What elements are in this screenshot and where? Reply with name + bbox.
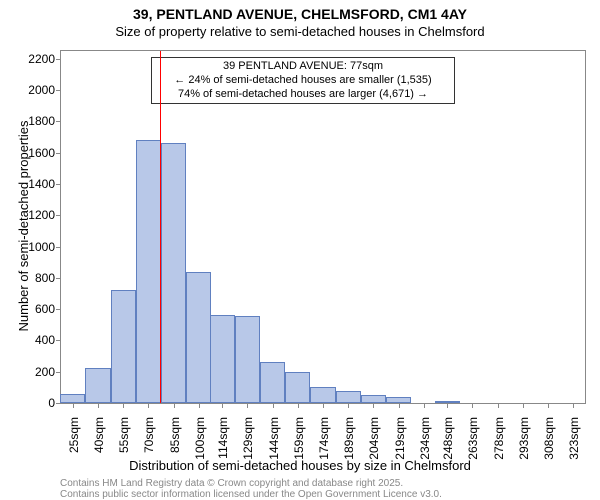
y-tick-label: 2200 <box>28 52 61 66</box>
x-tick-mark <box>523 403 524 408</box>
histogram-bar <box>210 315 235 403</box>
x-tick-label: 70sqm <box>140 417 156 453</box>
x-tick-mark <box>348 403 349 408</box>
x-tick-label: 85sqm <box>166 417 182 453</box>
annotation-line-1: 39 PENTLAND AVENUE: 77sqm <box>156 60 450 74</box>
x-tick-label: 189sqm <box>340 417 356 460</box>
histogram-bar <box>386 397 411 403</box>
histogram-bar <box>136 140 161 403</box>
x-tick-mark <box>199 403 200 408</box>
y-tick-label: 800 <box>35 271 61 285</box>
x-tick-label: 293sqm <box>515 417 531 460</box>
x-tick-mark <box>298 403 299 408</box>
y-tick-label: 1600 <box>28 146 61 160</box>
y-tick-label: 200 <box>35 365 61 379</box>
histogram-bar <box>85 368 110 403</box>
y-tick-label: 600 <box>35 302 61 316</box>
x-tick-label: 323sqm <box>565 417 581 460</box>
x-tick-mark <box>447 403 448 408</box>
y-tick-label: 1800 <box>28 114 61 128</box>
footer-line-1: Contains HM Land Registry data © Crown c… <box>60 478 442 489</box>
annotation-line-3: 74% of semi-detached houses are larger (… <box>156 88 450 102</box>
property-marker-line <box>160 51 161 403</box>
x-tick-label: 114sqm <box>214 417 230 459</box>
x-tick-mark <box>573 403 574 408</box>
x-tick-label: 263sqm <box>464 417 480 460</box>
histogram-bar <box>285 372 310 403</box>
x-tick-label: 174sqm <box>315 417 331 460</box>
chart-title: 39, PENTLAND AVENUE, CHELMSFORD, CM1 4AY <box>0 6 600 22</box>
x-tick-mark <box>323 403 324 408</box>
x-tick-mark <box>73 403 74 408</box>
x-axis-label: Distribution of semi-detached houses by … <box>0 458 600 473</box>
plot-area: 39 PENTLAND AVENUE: 77sqm ← 24% of semi-… <box>60 50 586 404</box>
x-tick-mark <box>174 403 175 408</box>
x-tick-mark <box>273 403 274 408</box>
x-tick-mark <box>498 403 499 408</box>
x-tick-mark <box>424 403 425 408</box>
histogram-bar <box>60 394 85 403</box>
x-tick-mark <box>222 403 223 408</box>
y-axis-label: Number of semi-detached properties <box>16 50 31 402</box>
x-tick-label: 40sqm <box>90 417 106 453</box>
x-tick-label: 25sqm <box>65 417 81 453</box>
y-tick-label: 1200 <box>28 208 61 222</box>
x-tick-mark <box>148 403 149 408</box>
chart-subtitle: Size of property relative to semi-detach… <box>0 24 600 39</box>
histogram-bar <box>260 362 285 403</box>
chart-container: { "title": "39, PENTLAND AVENUE, CHELMSF… <box>0 0 600 500</box>
x-tick-label: 144sqm <box>265 417 281 460</box>
x-tick-label: 159sqm <box>290 417 306 460</box>
y-tick-label: 1000 <box>28 240 61 254</box>
x-tick-label: 100sqm <box>191 417 207 460</box>
annotation-line-2: ← 24% of semi-detached houses are smalle… <box>156 74 450 88</box>
x-tick-mark <box>472 403 473 408</box>
histogram-bar <box>161 143 186 403</box>
x-tick-label: 219sqm <box>391 417 407 460</box>
x-tick-label: 278sqm <box>490 417 506 460</box>
histogram-bar <box>235 316 260 403</box>
histogram-bar <box>111 290 136 403</box>
x-tick-label: 129sqm <box>239 417 255 460</box>
y-tick-label: 0 <box>48 396 61 410</box>
x-tick-mark <box>247 403 248 408</box>
x-tick-label: 55sqm <box>115 417 131 453</box>
histogram-bar <box>361 395 386 403</box>
histogram-bar <box>310 387 335 403</box>
x-tick-label: 204sqm <box>365 417 381 460</box>
x-tick-mark <box>373 403 374 408</box>
histogram-bar <box>186 272 211 403</box>
histogram-bar <box>336 391 361 403</box>
x-tick-label: 248sqm <box>439 417 455 460</box>
x-tick-label: 308sqm <box>540 417 556 460</box>
x-tick-label: 234sqm <box>416 417 432 460</box>
histogram-bar <box>435 401 460 403</box>
y-tick-label: 1400 <box>28 177 61 191</box>
y-tick-label: 400 <box>35 333 61 347</box>
annotation-box: 39 PENTLAND AVENUE: 77sqm ← 24% of semi-… <box>151 57 455 104</box>
x-tick-mark <box>548 403 549 408</box>
x-tick-mark <box>98 403 99 408</box>
x-tick-mark <box>123 403 124 408</box>
footer-line-2: Contains public sector information licen… <box>60 489 442 500</box>
y-tick-label: 2000 <box>28 83 61 97</box>
footer-attribution: Contains HM Land Registry data © Crown c… <box>60 478 442 500</box>
x-tick-mark <box>399 403 400 408</box>
